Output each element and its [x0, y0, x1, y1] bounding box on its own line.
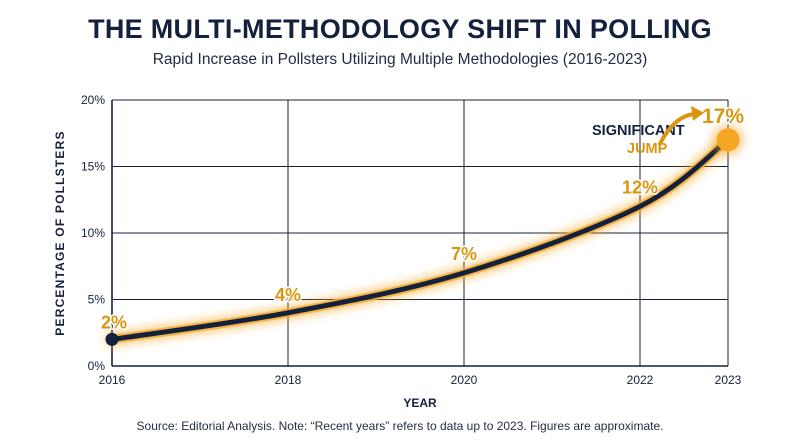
arrow-icon [658, 111, 697, 146]
series-line [109, 137, 731, 342]
x-tick-label: 2016 [99, 373, 126, 387]
series-glow [104, 131, 736, 348]
x-tick-label: 2022 [627, 373, 654, 387]
y-axis-label: PERCENTAGE OF POLLSTERS [53, 130, 67, 335]
annotation-text-line2: JUMP [627, 141, 668, 157]
data-label: 17% [702, 105, 744, 128]
y-tick-label: 15% [81, 160, 105, 174]
chart-title: THE MULTI-METHODOLOGY SHIFT IN POLLING [88, 14, 712, 44]
source-note: Source: Editorial Analysis. Note: “Recen… [136, 419, 664, 433]
x-tick-label: 2018 [275, 373, 302, 387]
annotation: SIGNIFICANT JUMP [592, 105, 704, 157]
y-tick-label: 0% [88, 359, 106, 373]
y-tick-label: 10% [81, 226, 105, 240]
data-series [104, 122, 745, 348]
data-label: 7% [451, 244, 477, 264]
x-tick-label: 2023 [715, 373, 742, 387]
axis-ticks: 0% 5% 10% 15% 20% 2016 2018 2020 2022 2023 [81, 93, 742, 387]
y-tick-label: 5% [88, 293, 106, 307]
x-axis-label: YEAR [403, 396, 437, 410]
data-label: 4% [275, 285, 301, 305]
arrow-head-icon [691, 105, 704, 121]
data-labels: 2% 4% 7% 12% 17% [99, 103, 745, 333]
series-halo [107, 135, 733, 344]
data-label: 12% [622, 177, 658, 197]
annotation-text-line1: SIGNIFICANT [592, 123, 685, 139]
chart-subtitle: Rapid Increase in Pollsters Utilizing Mu… [152, 51, 648, 68]
y-tick-label: 20% [81, 93, 105, 107]
data-label: 2% [101, 312, 127, 332]
end-point-marker [716, 128, 740, 152]
x-tick-label: 2020 [451, 373, 478, 387]
start-point-marker [105, 332, 119, 346]
